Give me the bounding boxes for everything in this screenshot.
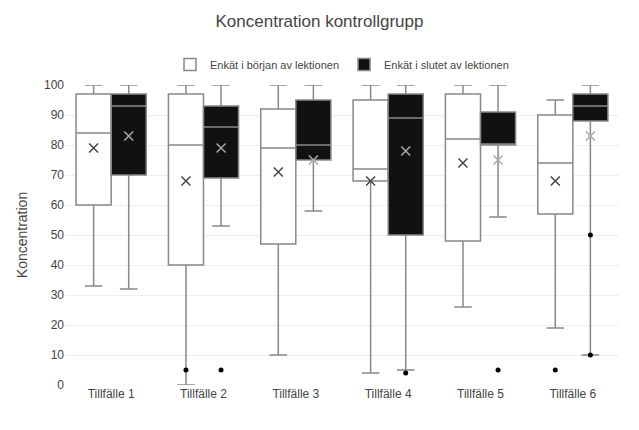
svg-text:Tillfälle 5: Tillfälle 5 — [457, 387, 504, 401]
svg-text:90: 90 — [51, 108, 65, 122]
svg-text:40: 40 — [51, 258, 65, 272]
svg-text:60: 60 — [51, 198, 65, 212]
svg-text:Enkät i början av lektionen: Enkät i början av lektionen — [210, 59, 339, 71]
svg-text:Tillfälle 6: Tillfälle 6 — [549, 387, 596, 401]
svg-text:Tillfälle 2: Tillfälle 2 — [180, 387, 227, 401]
svg-text:Tillfälle 3: Tillfälle 3 — [272, 387, 319, 401]
svg-text:0: 0 — [57, 378, 64, 392]
svg-text:20: 20 — [51, 318, 65, 332]
svg-text:50: 50 — [51, 228, 65, 242]
svg-text:10: 10 — [51, 348, 65, 362]
svg-text:Enkät i slutet av lektionen: Enkät i slutet av lektionen — [384, 59, 509, 71]
svg-text:80: 80 — [51, 138, 65, 152]
svg-text:Koncentration kontrollgrupp: Koncentration kontrollgrupp — [216, 12, 424, 31]
svg-text:100: 100 — [44, 78, 64, 92]
svg-text:Tillfälle 1: Tillfälle 1 — [88, 387, 135, 401]
svg-text:70: 70 — [51, 168, 65, 182]
svg-text:Tillfälle 4: Tillfälle 4 — [365, 387, 412, 401]
svg-text:Koncentration: Koncentration — [14, 192, 30, 278]
svg-text:30: 30 — [51, 288, 65, 302]
